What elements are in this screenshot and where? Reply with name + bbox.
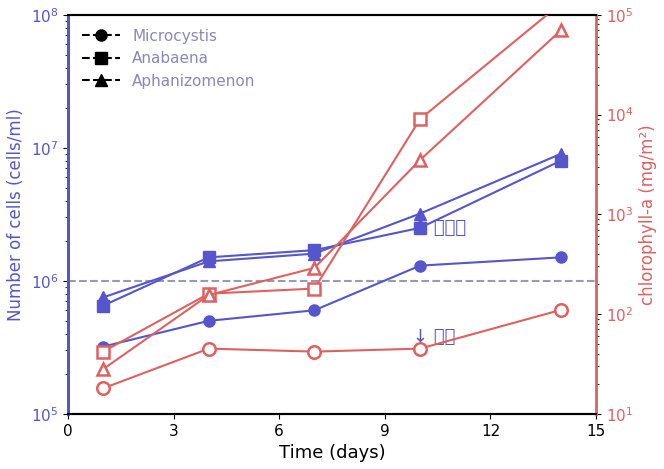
Legend: Microcystis, Anabaena, Aphanizomenon: Microcystis, Anabaena, Aphanizomenon [76, 23, 262, 95]
X-axis label: Time (days): Time (days) [279, 444, 385, 462]
Y-axis label: Number of cells (cells/ml): Number of cells (cells/ml) [7, 108, 25, 321]
Text: ↑ 대발생: ↑ 대발생 [413, 219, 466, 237]
Text: ↓ 경계: ↓ 경계 [413, 328, 456, 346]
Y-axis label: chlorophyll-a (mg/m²): chlorophyll-a (mg/m²) [639, 124, 657, 304]
